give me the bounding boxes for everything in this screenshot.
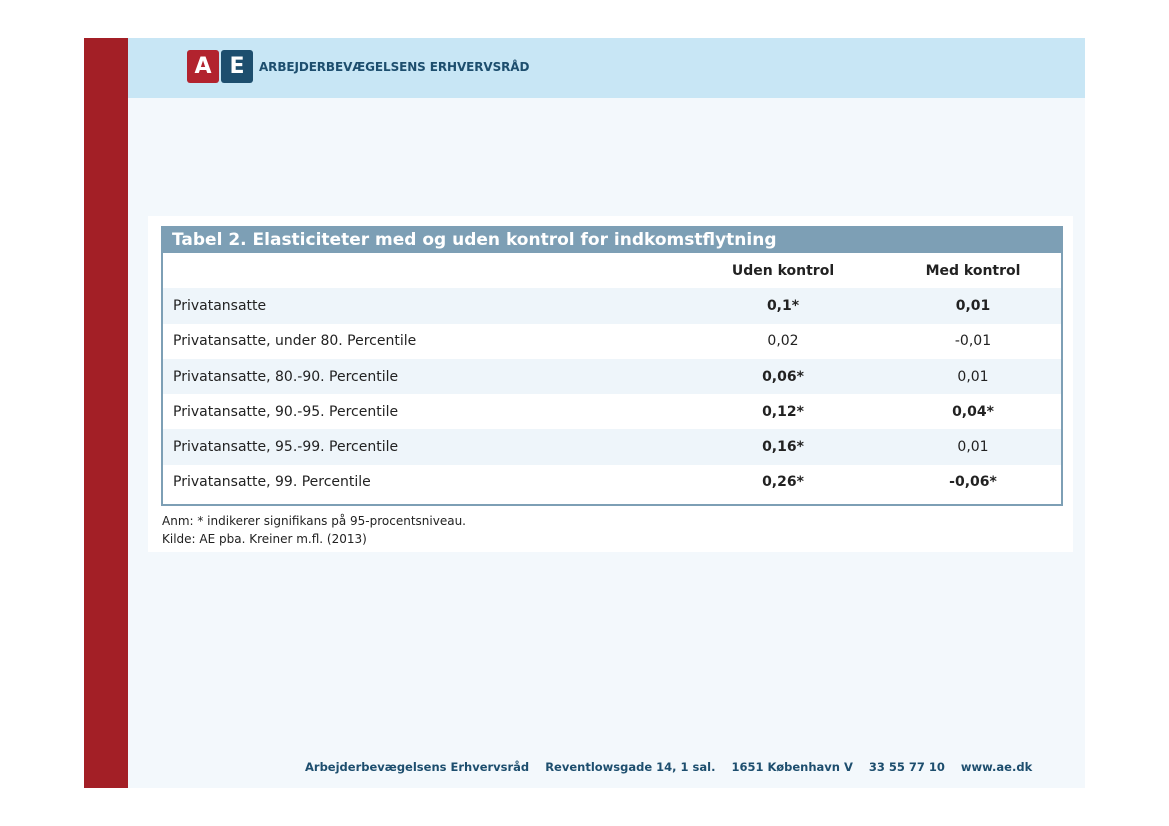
header-band: A E ARBEJDERBEVÆGELSENS ERHVERVSRÅD bbox=[128, 38, 1085, 98]
org-name: ARBEJDERBEVÆGELSENS ERHVERVSRÅD bbox=[259, 59, 530, 74]
footer-org: Arbejderbevægelsens Erhvervsråd bbox=[305, 760, 530, 774]
value-uden-kontrol: 0,26* bbox=[762, 474, 804, 491]
value-med-kontrol: 0,01 bbox=[957, 439, 989, 456]
column-header-med: Med kontrol bbox=[925, 262, 1021, 279]
value-uden-kontrol: 0,12* bbox=[762, 403, 804, 420]
table-row: Privatansatte 0,1* 0,01 bbox=[163, 288, 1061, 324]
table-row: Privatansatte, under 80. Percentile 0,02 -… bbox=[163, 324, 1061, 359]
table-panel: Tabel 2. Elasticiteter med og uden kontr… bbox=[148, 216, 1073, 552]
row-label: Privatansatte, 95.-99. Percentile bbox=[173, 439, 399, 456]
table-row: Privatansatte, 95.-99. Percentile 0,16* 0,… bbox=[163, 429, 1061, 465]
footer-city: 1651 København V bbox=[731, 760, 853, 774]
value-med-kontrol: -0,06* bbox=[949, 474, 997, 491]
value-med-kontrol: 0,04* bbox=[952, 403, 994, 420]
slide: A E ARBEJDERBEVÆGELSENS ERHVERVSRÅD Tabe… bbox=[84, 38, 1085, 788]
table-header-row: Uden kontrol Med kontrol bbox=[163, 253, 1061, 288]
value-med-kontrol: 0,01 bbox=[955, 297, 991, 314]
red-side-bar bbox=[84, 38, 128, 788]
footer-phone: 33 55 77 10 bbox=[868, 760, 945, 774]
value-uden-kontrol: 0,06* bbox=[762, 368, 804, 385]
table-row: Privatansatte, 99. Percentile 0,26* -0,06* bbox=[163, 465, 1061, 500]
table-row: Privatansatte, 80.-90. Percentile 0,06* 0,… bbox=[163, 358, 1061, 395]
footer: Arbejderbevægelsens Erhvervsråd Reventlo… bbox=[305, 760, 1044, 774]
footer-web[interactable]: www.ae.dk bbox=[960, 760, 1033, 774]
value-med-kontrol: 0,01 bbox=[957, 368, 989, 385]
table-row: Privatansatte, 90.-95. Percentile 0,12* 0,… bbox=[163, 394, 1061, 429]
row-label: Privatansatte, under 80. Percentile bbox=[173, 333, 417, 350]
value-uden-kontrol: 0,1* bbox=[766, 297, 800, 314]
logo-e-block: E bbox=[221, 50, 253, 83]
row-label: Privatansatte, 90.-95. Percentile bbox=[173, 403, 399, 420]
source-note: Kilde: AE pba. Kreiner m.fl. (2013) bbox=[162, 532, 367, 546]
value-uden-kontrol: 0,02 bbox=[767, 333, 799, 350]
footer-address: Reventlowsgade 14, 1 sal. bbox=[545, 760, 716, 774]
row-label: Privatansatte, 99. Percentile bbox=[173, 474, 371, 491]
elasticity-table: Tabel 2. Elasticiteter med og uden kontr… bbox=[161, 226, 1063, 506]
value-med-kontrol: -0,01 bbox=[954, 333, 992, 350]
table-title: Tabel 2. Elasticiteter med og uden kontr… bbox=[163, 228, 1061, 253]
table-notes: Anm: * indikerer signifikans på 95-proce… bbox=[162, 512, 466, 548]
column-header-uden: Uden kontrol bbox=[731, 262, 835, 279]
value-uden-kontrol: 0,16* bbox=[762, 439, 804, 456]
ae-logo: A E ARBEJDERBEVÆGELSENS ERHVERVSRÅD bbox=[187, 50, 529, 83]
logo-a-block: A bbox=[187, 50, 219, 83]
row-label: Privatansatte bbox=[173, 297, 267, 314]
significance-note: Anm: * indikerer signifikans på 95-proce… bbox=[162, 514, 466, 528]
row-label: Privatansatte, 80.-90. Percentile bbox=[173, 368, 399, 385]
